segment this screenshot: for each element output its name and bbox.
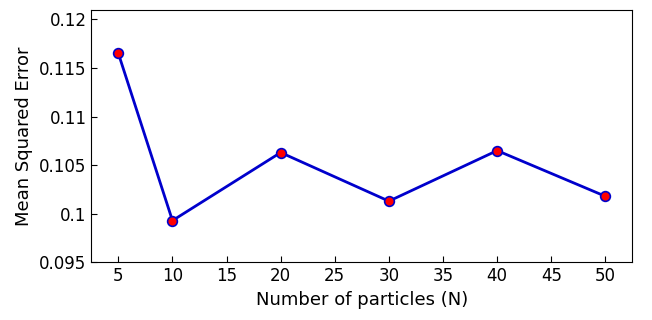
- X-axis label: Number of particles (N): Number of particles (N): [256, 291, 468, 309]
- Y-axis label: Mean Squared Error: Mean Squared Error: [16, 46, 33, 226]
